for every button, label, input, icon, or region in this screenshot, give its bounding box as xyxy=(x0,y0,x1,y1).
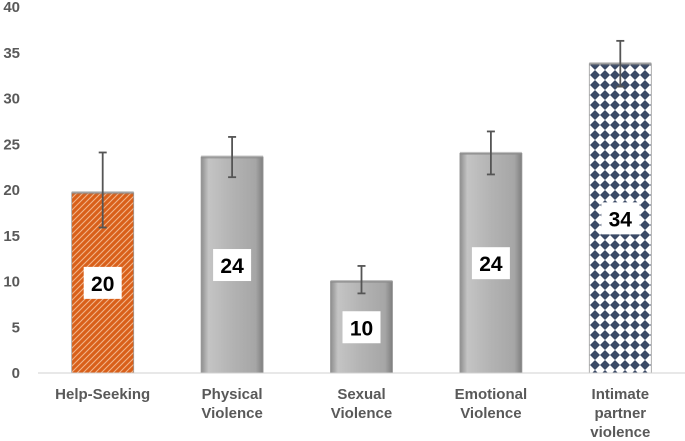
error-bar xyxy=(228,136,237,179)
error-bar xyxy=(616,39,625,88)
data-label: 20 xyxy=(83,266,122,299)
data-label: 24 xyxy=(213,249,252,282)
y-tick-label: 0 xyxy=(12,365,20,382)
y-tick-label: 30 xyxy=(3,91,20,108)
error-bar xyxy=(98,151,107,229)
category-labels: Help-Seeking Physical Violence Sexual Violen… xyxy=(55,386,650,441)
data-label-text: 24 xyxy=(479,253,503,276)
data-label: 24 xyxy=(471,247,510,280)
x-category-label: Sexual Violence xyxy=(331,386,392,422)
data-label-text: 20 xyxy=(91,273,114,296)
x-category-label: Intimate partner violence xyxy=(590,386,650,441)
y-tick-label: 20 xyxy=(3,182,20,199)
error-bars xyxy=(98,39,625,295)
data-label-text: 24 xyxy=(220,255,244,278)
data-labels: 20 24 10 24 34 xyxy=(83,202,640,344)
data-label-text: 34 xyxy=(609,208,633,231)
x-category-label: Emotional Violence xyxy=(455,386,528,422)
error-bar xyxy=(486,130,495,176)
y-tick-label: 10 xyxy=(3,274,20,291)
y-tick-label: 5 xyxy=(12,319,20,336)
y-tick-label: 40 xyxy=(3,0,20,16)
y-axis-ticks: 0 5 10 15 20 25 30 35 40 xyxy=(3,0,20,382)
y-tick-label: 25 xyxy=(3,136,20,153)
data-label: 10 xyxy=(342,311,381,344)
y-tick-label: 15 xyxy=(3,228,20,245)
x-category-label: Physical Violence xyxy=(201,386,262,422)
error-bar xyxy=(357,265,366,295)
data-label-text: 10 xyxy=(350,317,373,340)
data-label: 34 xyxy=(601,202,640,235)
x-category-label: Help-Seeking xyxy=(55,386,150,403)
y-tick-label: 35 xyxy=(3,45,20,62)
